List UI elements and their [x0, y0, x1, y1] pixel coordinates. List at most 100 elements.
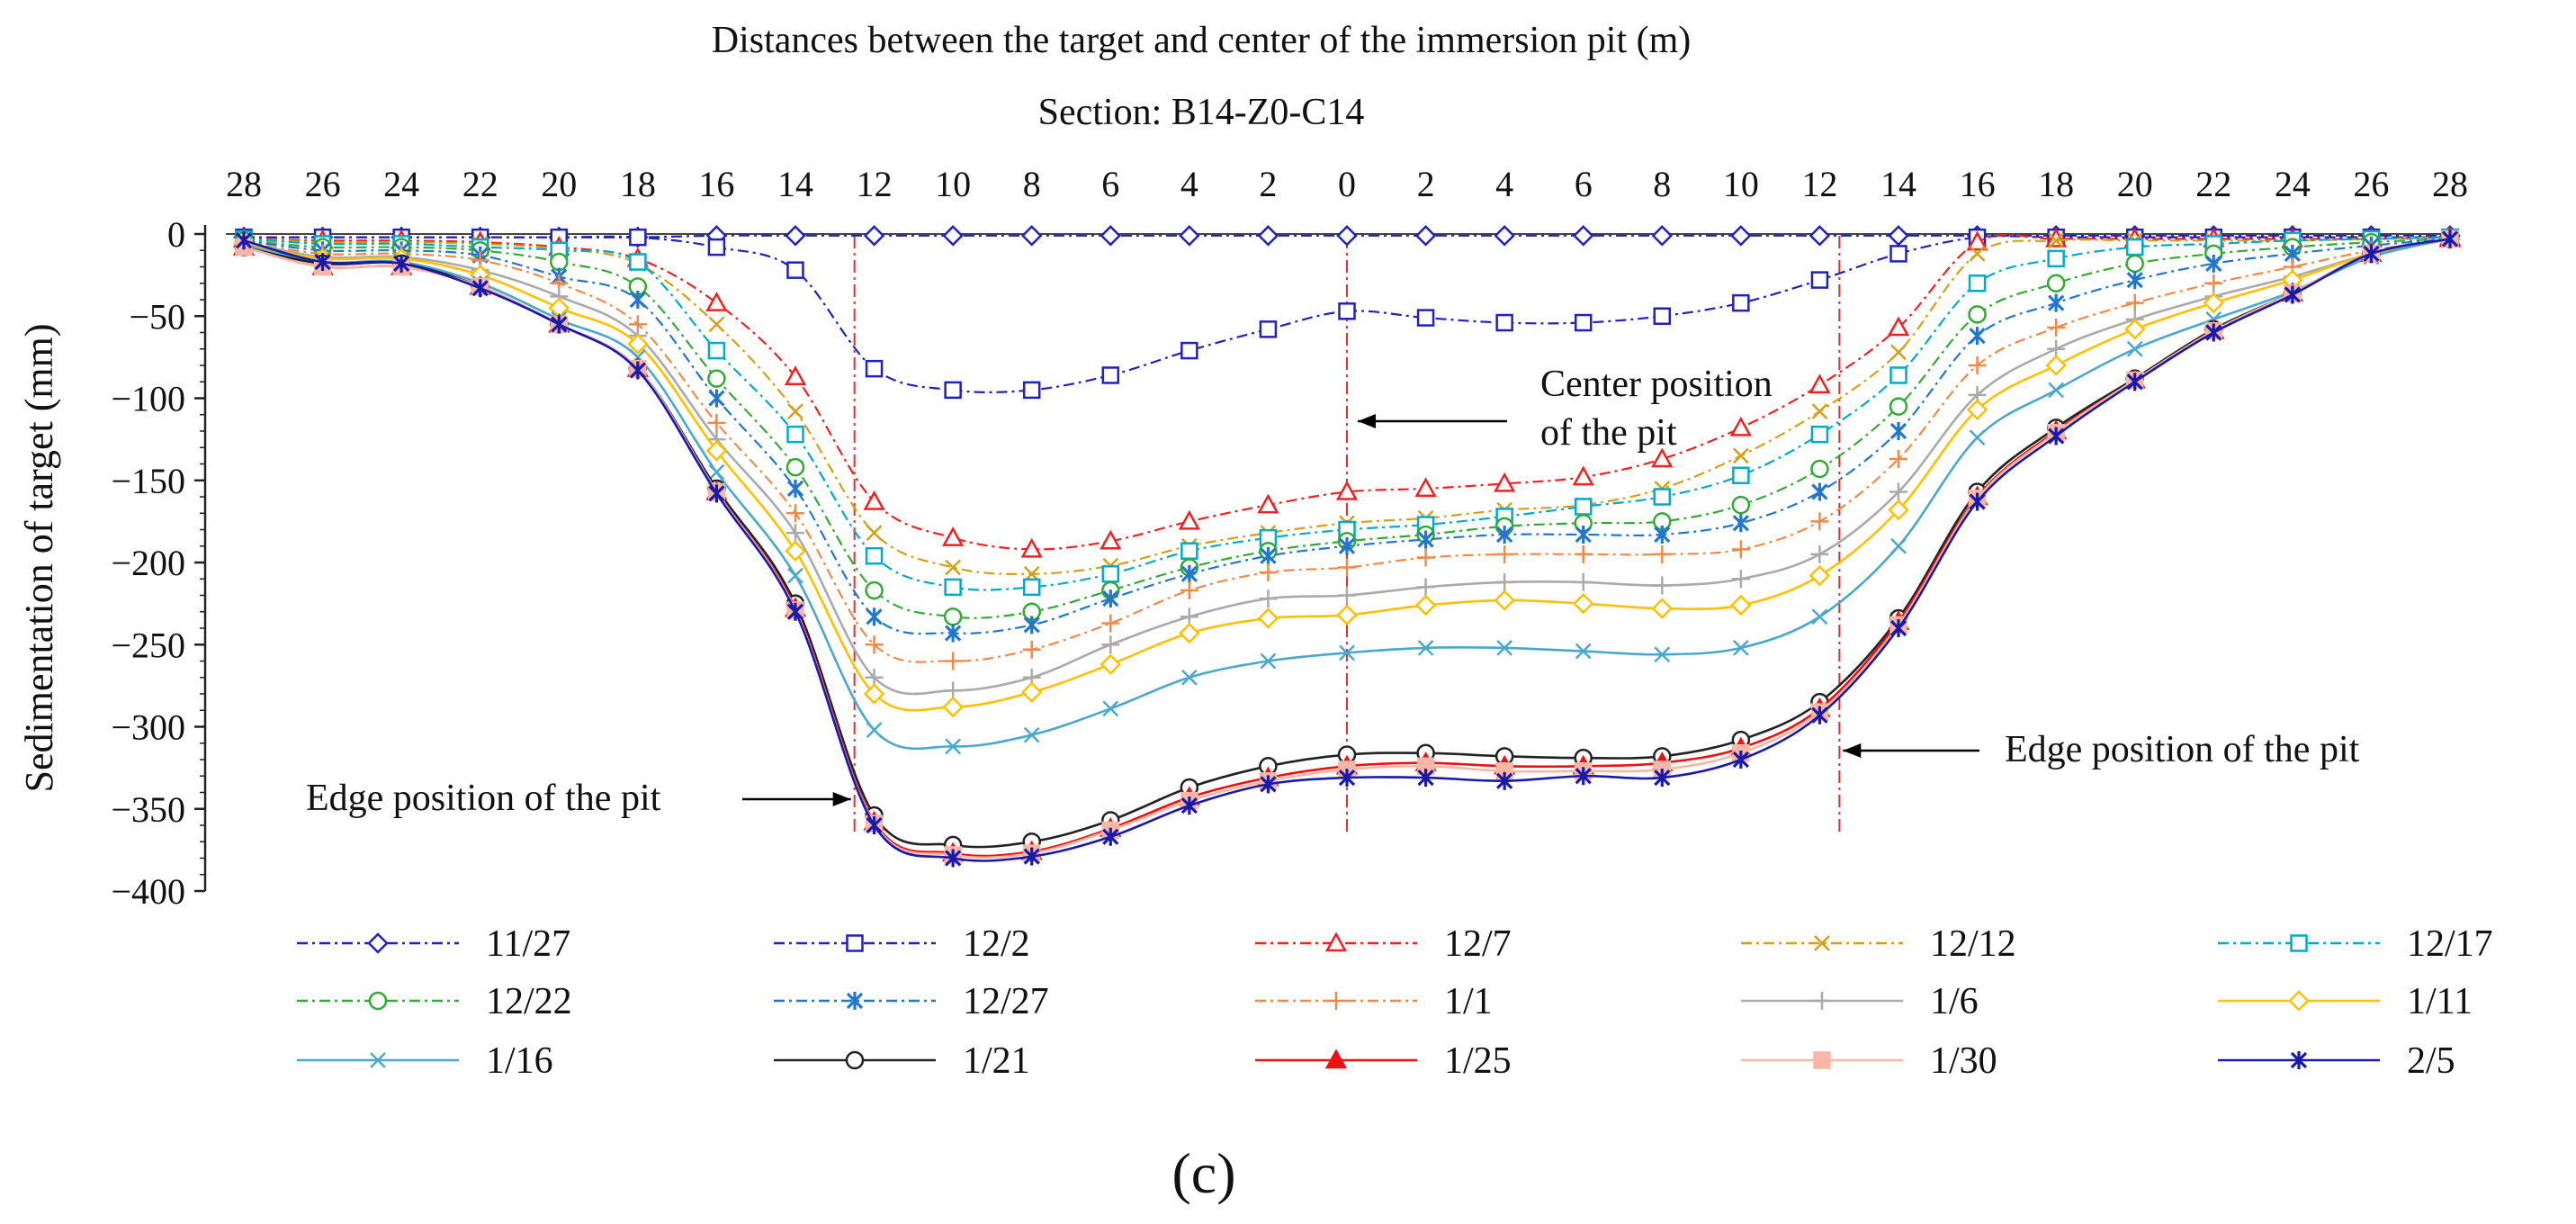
x-tick-label: 6 [1101, 164, 1119, 204]
data-point [2126, 340, 2143, 357]
data-point [1730, 594, 1752, 616]
data-point [785, 457, 805, 477]
data-point [846, 992, 864, 1010]
data-point [1731, 495, 1751, 515]
data-point [1339, 644, 1355, 662]
data-point [1324, 932, 1348, 952]
data-point [1889, 482, 1907, 501]
data-point [944, 652, 963, 670]
data-point [1495, 572, 1514, 591]
data-point [1889, 366, 1907, 384]
data-point [1260, 652, 1277, 670]
annotation-arrowhead [832, 792, 851, 806]
data-point [1654, 646, 1671, 663]
data-point [786, 504, 804, 523]
x-tick-label: 12 [857, 164, 893, 204]
data-point [1888, 225, 1909, 247]
x-tick-label: 22 [462, 164, 498, 204]
data-point [1338, 558, 1356, 577]
data-point [1180, 581, 1198, 600]
data-point [2126, 373, 2143, 392]
x-tick-label: 4 [1180, 164, 1198, 204]
legend-item: 12/17 [2218, 923, 2493, 965]
legend-label: 12/2 [963, 923, 1030, 965]
series-layer [232, 225, 2462, 868]
x-tick-label: 28 [226, 164, 262, 204]
data-point [1496, 525, 1513, 544]
data-point [1730, 225, 1752, 247]
legend-item: 1/1 [1255, 981, 1493, 1022]
data-point [1338, 586, 1356, 605]
data-point [1327, 992, 1345, 1010]
x-tick-label: 10 [935, 164, 971, 204]
series-2-5 [235, 230, 2459, 868]
legend-label: 1/11 [2407, 981, 2473, 1022]
x-tick-label: 2 [1417, 164, 1435, 204]
data-point [2441, 230, 2459, 248]
data-point [1338, 769, 1356, 788]
data-point [1810, 544, 1829, 563]
data-point [1575, 767, 1592, 786]
data-point [1495, 544, 1514, 563]
data-point [1731, 570, 1750, 589]
x-tick-label: 2 [1259, 164, 1277, 204]
series-line [243, 238, 2451, 696]
data-point [1494, 225, 1515, 247]
data-point [1810, 459, 1829, 479]
x-tick-label: 12 [1801, 164, 1837, 204]
annotation-right-edge: Edge position of the pit [2005, 729, 2360, 770]
legend-item: 11/27 [297, 923, 570, 965]
data-point [786, 524, 804, 543]
data-point [708, 316, 725, 333]
legend-label: 1/21 [963, 1040, 1030, 1082]
data-point [1020, 681, 1043, 703]
x-tick-label: 14 [777, 164, 813, 204]
data-point [1100, 653, 1122, 675]
data-point [865, 635, 884, 654]
legend-item: 1/21 [774, 1040, 1030, 1082]
data-point [2045, 227, 2068, 248]
data-point [1414, 594, 1437, 616]
x-tick-label: 6 [1575, 164, 1593, 204]
y-tick-label: −50 [129, 296, 185, 337]
legend-label: 1/16 [486, 1040, 553, 1082]
data-point [2284, 285, 2301, 304]
data-point [942, 225, 964, 247]
data-point [1414, 225, 1437, 247]
y-tick-label: −250 [111, 625, 185, 665]
data-point [1101, 565, 1120, 583]
data-point [1888, 499, 1909, 521]
y-tick-label: −400 [111, 871, 185, 912]
data-point [1651, 225, 1674, 247]
data-point [2126, 271, 2143, 290]
data-point [2048, 232, 2065, 249]
data-point [1180, 341, 1198, 360]
data-point [551, 315, 568, 334]
data-point [1494, 590, 1515, 611]
legend-item: 1/30 [1741, 1040, 1997, 1082]
data-point [1732, 640, 1749, 656]
legend-label: 1/6 [1930, 981, 1979, 1022]
data-point [865, 546, 884, 565]
data-point [2290, 1051, 2308, 1069]
data-point [2290, 934, 2308, 952]
data-point [629, 228, 647, 247]
data-point [1887, 316, 1910, 337]
data-point [865, 580, 884, 600]
data-point [2047, 249, 2065, 268]
data-point [1259, 562, 1278, 581]
legend-label: 12/17 [2407, 923, 2493, 965]
y-axis-title: Sedimentation of target (mm) [17, 324, 61, 793]
chart-title: Distances between the target and center … [712, 20, 1692, 61]
data-point [1259, 320, 1278, 338]
data-point [1574, 498, 1593, 516]
y-axis: 0 −50 −100 −150 −200 −250 −300 −350 −400 [111, 214, 207, 912]
data-point [945, 559, 962, 576]
data-point [1654, 525, 1671, 544]
data-point [942, 696, 964, 718]
data-point [367, 932, 389, 954]
data-point [1417, 769, 1434, 788]
legend-label: 1/30 [1930, 1040, 1997, 1082]
x-axis-ticks: 28 26 24 22 20 18 16 14 12 10 8 6 4 2 0 2 4 6 8 10 12 14 16 18 2… [226, 164, 2468, 235]
data-point [1336, 604, 1358, 626]
